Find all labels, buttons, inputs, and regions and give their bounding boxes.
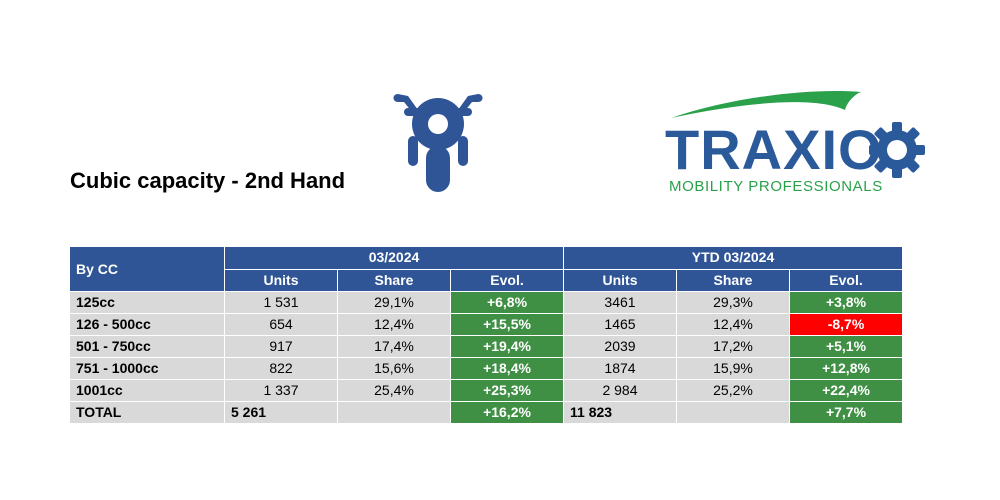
motorcycle-icon bbox=[393, 94, 483, 192]
ytd-evol: +12,8% bbox=[789, 357, 903, 380]
ytd-evol: +3,8% bbox=[789, 291, 903, 314]
logo-swoosh bbox=[671, 91, 925, 178]
total-month-share bbox=[337, 401, 451, 424]
col-share-ytd: Share bbox=[676, 268, 790, 292]
table-row: 501 - 750cc 917 17,4% +19,4% 2039 17,2% +5,1% bbox=[69, 335, 903, 358]
month-evol: +18,4% bbox=[450, 357, 564, 380]
total-ytd-units: 11 823 bbox=[563, 401, 677, 424]
month-evol: +6,8% bbox=[450, 291, 564, 314]
month-share: 29,1% bbox=[337, 291, 451, 314]
page-title: Cubic capacity - 2nd Hand bbox=[70, 168, 346, 193]
ytd-evol: +22,4% bbox=[789, 379, 903, 402]
month-units: 1 337 bbox=[224, 379, 338, 402]
logo-tagline: MOBILITY PROFESSIONALS bbox=[669, 178, 883, 195]
table-row: 126 - 500cc 654 12,4% +15,5% 1465 12,4% -8,7% bbox=[69, 313, 903, 336]
by-cc-header: By CC bbox=[69, 246, 225, 292]
traxio-logo: TRAXIO MOBILITY PROFESSIONALS bbox=[665, 88, 927, 196]
ytd-units: 2 984 bbox=[563, 379, 677, 402]
month-share: 12,4% bbox=[337, 313, 451, 336]
ytd-units: 3461 bbox=[563, 291, 677, 314]
ytd-share: 25,2% bbox=[676, 379, 790, 402]
table-row: 125cc 1 531 29,1% +6,8% 3461 29,3% +3,8% bbox=[69, 291, 903, 314]
row-label: 125cc bbox=[69, 291, 225, 314]
period-ytd-header: YTD 03/2024 bbox=[563, 246, 903, 270]
col-share-month: Share bbox=[337, 268, 451, 292]
total-ytd-evol: +7,7% bbox=[789, 401, 903, 424]
logo-brand: TRAXIO bbox=[665, 118, 883, 181]
table-row: 1001cc 1 337 25,4% +25,3% 2 984 25,2% +22,4% bbox=[69, 379, 903, 402]
month-units: 917 bbox=[224, 335, 338, 358]
col-units-month: Units bbox=[224, 268, 338, 292]
month-evol: +25,3% bbox=[450, 379, 564, 402]
table-row: 751 - 1000cc 822 15,6% +18,4% 1874 15,9% +12,8… bbox=[69, 357, 903, 380]
cc-table: By CC 03/2024 YTD 03/2024 Units Share Ev… bbox=[69, 246, 903, 424]
ytd-share: 12,4% bbox=[676, 313, 790, 336]
col-evol-month: Evol. bbox=[450, 268, 564, 292]
month-units: 1 531 bbox=[224, 291, 338, 314]
total-label: TOTAL bbox=[69, 401, 225, 424]
col-evol-ytd: Evol. bbox=[789, 268, 903, 292]
total-ytd-share bbox=[676, 401, 790, 424]
ytd-evol: +5,1% bbox=[789, 335, 903, 358]
month-units: 654 bbox=[224, 313, 338, 336]
month-evol: +19,4% bbox=[450, 335, 564, 358]
total-month-evol: +16,2% bbox=[450, 401, 564, 424]
total-month-units: 5 261 bbox=[224, 401, 338, 424]
col-units-ytd: Units bbox=[563, 268, 677, 292]
ytd-share: 29,3% bbox=[676, 291, 790, 314]
ytd-units: 1465 bbox=[563, 313, 677, 336]
month-share: 17,4% bbox=[337, 335, 451, 358]
month-share: 15,6% bbox=[337, 357, 451, 380]
row-label: 501 - 750cc bbox=[69, 335, 225, 358]
row-label: 126 - 500cc bbox=[69, 313, 225, 336]
month-evol: +15,5% bbox=[450, 313, 564, 336]
total-row: TOTAL 5 261 +16,2% 11 823 +7,7% bbox=[69, 401, 903, 424]
month-units: 822 bbox=[224, 357, 338, 380]
ytd-evol: -8,7% bbox=[789, 313, 903, 336]
ytd-units: 2039 bbox=[563, 335, 677, 358]
row-label: 751 - 1000cc bbox=[69, 357, 225, 380]
ytd-share: 15,9% bbox=[676, 357, 790, 380]
ytd-units: 1874 bbox=[563, 357, 677, 380]
row-label: 1001cc bbox=[69, 379, 225, 402]
period-month-header: 03/2024 bbox=[224, 246, 564, 270]
month-share: 25,4% bbox=[337, 379, 451, 402]
ytd-share: 17,2% bbox=[676, 335, 790, 358]
